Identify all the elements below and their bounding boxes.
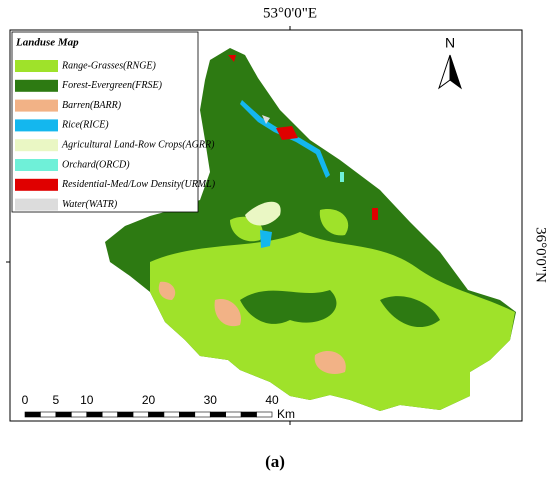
scale-segment <box>117 411 134 418</box>
scale-label: 40 <box>265 393 279 407</box>
scale-unit: Km <box>277 407 295 421</box>
legend-label: Agricultural Land-Row Crops(AGRR) <box>61 139 215 150</box>
legend-swatch <box>15 79 58 92</box>
legend-label: Residential-Med/Low Density(URML) <box>61 179 216 190</box>
scale-segment <box>86 411 103 418</box>
scale-segment <box>71 411 88 418</box>
scale-segment <box>225 411 242 418</box>
scale-segment <box>24 411 41 418</box>
legend-swatch <box>15 178 58 191</box>
legend-label: Water(WATR) <box>62 199 118 210</box>
scale-segment <box>132 411 149 418</box>
scale-segment <box>194 411 211 418</box>
legend-label: Orchard(ORCD) <box>62 159 130 170</box>
legend-swatch <box>15 60 58 72</box>
legend: Range-Grasses(RNGE) Forest-Evergreen(FRSE… <box>15 60 216 211</box>
scale-label: 20 <box>142 393 156 407</box>
scale-segment <box>163 411 180 418</box>
scale-label: 5 <box>53 393 60 407</box>
scale-segment <box>240 411 257 418</box>
scale-segment <box>256 411 273 418</box>
legend-swatch <box>15 99 58 112</box>
scale-segment <box>40 411 57 418</box>
scale-segment <box>101 411 118 418</box>
scale-segment <box>179 411 196 418</box>
legend-swatch <box>15 198 58 211</box>
scale-label: 0 <box>22 393 29 407</box>
catchment <box>105 48 516 411</box>
scale-label: 30 <box>204 393 218 407</box>
latitude-label: 36°0'0"N <box>533 227 549 283</box>
north-arrow <box>438 54 462 90</box>
legend-swatch <box>15 119 58 132</box>
legend-label: Range-Grasses(RNGE) <box>61 60 157 71</box>
legend-swatch <box>15 159 58 171</box>
longitude-label: 53°0'0"E <box>263 5 317 21</box>
legend-label: Rice(RICE) <box>61 120 109 131</box>
legend-title: Landuse Map <box>15 37 79 49</box>
scale-segment <box>55 411 72 418</box>
scale-label: 10 <box>80 393 94 407</box>
legend-label: Barren(BARR) <box>62 100 122 111</box>
caption: (a) <box>265 452 285 471</box>
legend-swatch <box>15 139 58 152</box>
scale-segment <box>209 411 226 418</box>
legend-label: Forest-Evergreen(FRSE) <box>61 80 163 91</box>
north-label: N <box>445 35 455 51</box>
scale-segment <box>148 411 165 418</box>
